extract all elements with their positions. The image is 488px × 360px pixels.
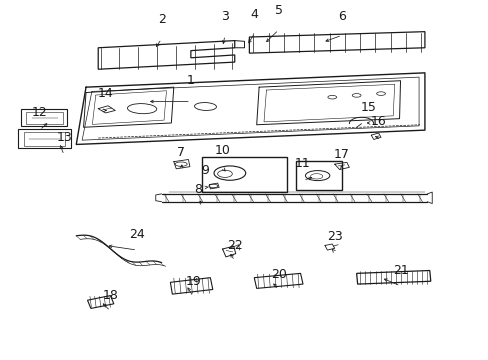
Text: 8: 8 — [194, 183, 202, 196]
Text: 10: 10 — [214, 144, 230, 157]
Text: 5: 5 — [274, 4, 282, 17]
Text: 22: 22 — [226, 239, 242, 252]
Text: 19: 19 — [185, 275, 201, 288]
Bar — [295, 161, 341, 190]
Text: 17: 17 — [333, 148, 349, 161]
Text: 13: 13 — [56, 131, 72, 144]
Text: 2: 2 — [157, 13, 165, 26]
Text: 1: 1 — [186, 74, 194, 87]
Text: 18: 18 — [102, 289, 118, 302]
Bar — [21, 109, 67, 126]
Text: 12: 12 — [32, 107, 47, 120]
Text: 6: 6 — [337, 10, 345, 23]
Bar — [23, 132, 65, 145]
Bar — [201, 157, 286, 192]
Text: 7: 7 — [177, 146, 185, 159]
Text: 16: 16 — [370, 115, 386, 129]
Text: 3: 3 — [221, 10, 228, 23]
Text: 21: 21 — [392, 264, 407, 277]
Text: 14: 14 — [98, 87, 113, 100]
Text: 9: 9 — [201, 164, 209, 177]
Bar — [26, 112, 62, 124]
Text: 4: 4 — [250, 8, 258, 21]
Text: 11: 11 — [295, 157, 310, 170]
Text: 20: 20 — [270, 267, 286, 280]
Bar — [18, 129, 71, 148]
Text: 15: 15 — [360, 101, 376, 114]
Text: 23: 23 — [326, 230, 342, 243]
Text: 24: 24 — [129, 228, 145, 241]
